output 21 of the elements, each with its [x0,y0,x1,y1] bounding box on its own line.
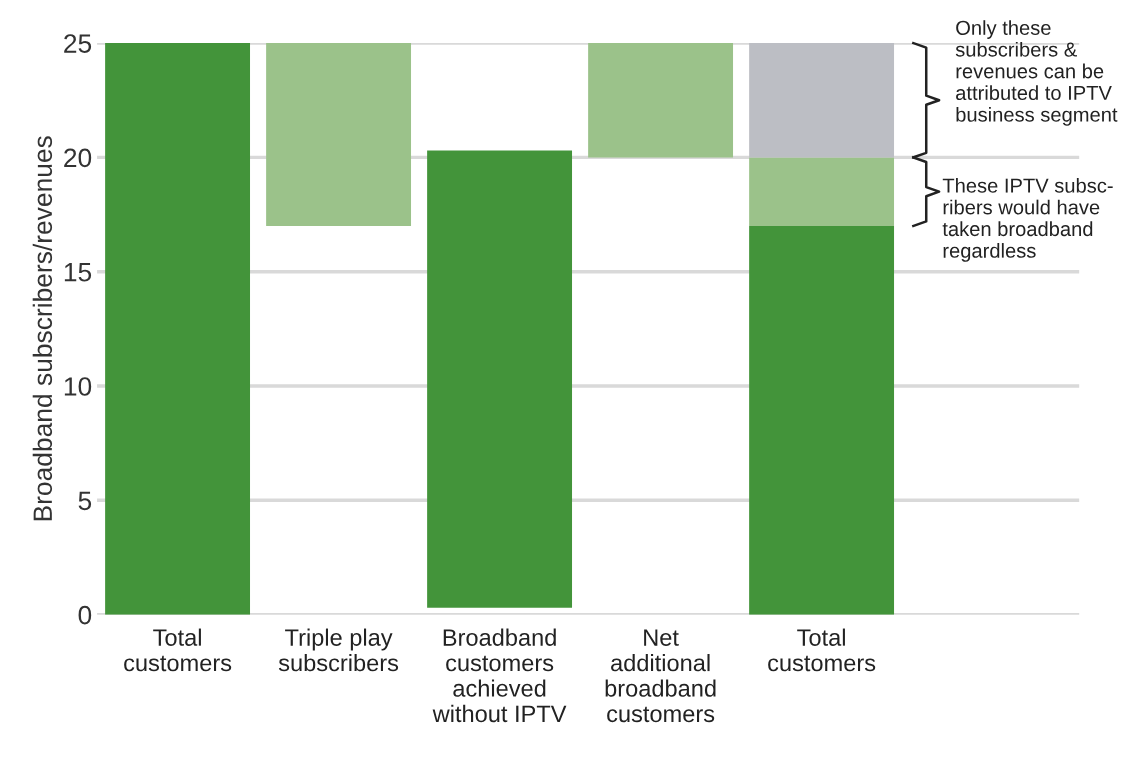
bar [105,43,251,615]
y-tick-label: 15 [64,263,92,282]
x-tick-label: Total customers [124,628,232,672]
x-tick-label: Total customers [768,628,876,672]
bar [427,150,573,608]
y-tick-label: 25 [64,34,92,53]
bar [749,43,895,158]
x-tick-label: Triple play subscribers [278,628,399,672]
y-tick-label: 0 [78,605,92,625]
x-tick-label: Net additional broadband customers [605,629,716,723]
y-axis-title: Broadband subscribers/revenues [32,136,53,521]
bar [266,43,412,226]
y-tick-label: 5 [78,491,92,511]
x-tick-label: Broadband customers achieved without IPTV [432,628,567,723]
bar [749,157,895,226]
text: Only these subscribers & revenues can be attributed to IPTV business segment [955,20,1118,126]
bar [588,43,734,158]
bar [749,225,895,615]
text: These IPTV subsc- ribers would have taken broadband regardless [942,177,1113,262]
y-tick-label: 10 [64,377,92,396]
y-tick-label: 20 [64,148,92,168]
